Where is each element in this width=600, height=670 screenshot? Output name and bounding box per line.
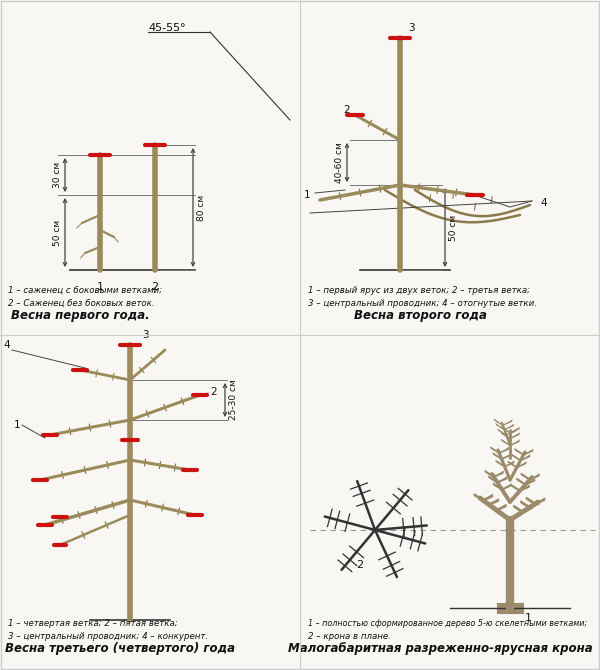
Text: 50 см: 50 см (449, 214, 458, 241)
Text: 1 – саженец с боковыми ветками;: 1 – саженец с боковыми ветками; (8, 286, 162, 295)
Text: 4: 4 (4, 340, 10, 350)
Text: 2: 2 (343, 105, 350, 115)
Text: 3: 3 (408, 23, 415, 33)
Text: 3 – центральный проводник; 4 – конкурент.: 3 – центральный проводник; 4 – конкурент… (8, 632, 208, 641)
Text: 2: 2 (210, 387, 217, 397)
Text: 1 – четвертая ветка; 2 – пятая ветка;: 1 – четвертая ветка; 2 – пятая ветка; (8, 619, 178, 628)
Text: 2: 2 (151, 282, 158, 292)
Text: Малогабаритная разреженно-ярусная крона: Малогабаритная разреженно-ярусная крона (287, 642, 592, 655)
Text: 1 – полностью сформированное дерево 5-ю скелетными ветками;: 1 – полностью сформированное дерево 5-ю … (308, 619, 587, 628)
Text: 80 см: 80 см (197, 194, 206, 220)
Text: 30 см: 30 см (53, 162, 62, 188)
Text: 25-30 см: 25-30 см (229, 380, 238, 421)
Text: 2 – крона в плане.: 2 – крона в плане. (308, 632, 391, 641)
Text: 1: 1 (13, 420, 20, 430)
Text: Весна третьего (четвертого) года: Весна третьего (четвертого) года (5, 642, 235, 655)
Text: 2 – Саженец без боковых веток.: 2 – Саженец без боковых веток. (8, 299, 155, 308)
Text: 1: 1 (304, 190, 310, 200)
Text: Весна второго года: Весна второго года (353, 309, 487, 322)
Text: 1: 1 (525, 613, 532, 623)
Text: 3: 3 (142, 330, 149, 340)
Text: 4: 4 (540, 198, 547, 208)
Text: 1: 1 (97, 282, 104, 292)
Text: 2: 2 (356, 560, 364, 570)
Text: 45-55°: 45-55° (148, 23, 185, 33)
Text: 1 – первый ярус из двух веток; 2 – третья ветка;: 1 – первый ярус из двух веток; 2 – треть… (308, 286, 530, 295)
Text: 3 – центральный проводник; 4 – отогнутые ветки.: 3 – центральный проводник; 4 – отогнутые… (308, 299, 537, 308)
Text: 50 см: 50 см (53, 219, 62, 246)
Text: Весна первого года.: Весна первого года. (11, 309, 149, 322)
Text: 40-60 см: 40-60 см (335, 142, 344, 183)
